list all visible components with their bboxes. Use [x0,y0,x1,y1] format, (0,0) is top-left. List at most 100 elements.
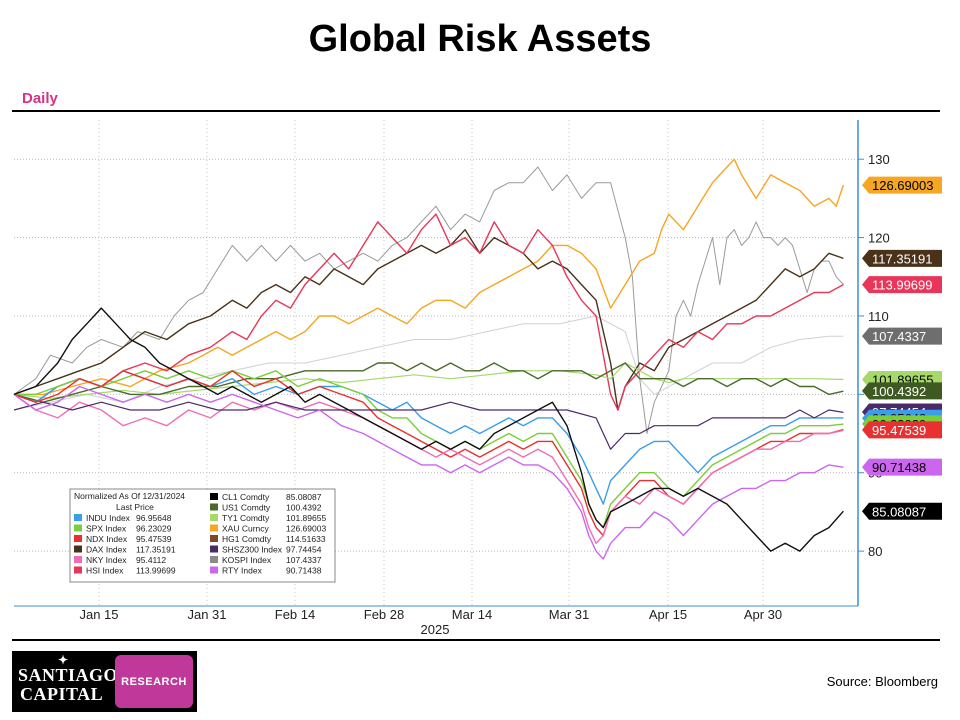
legend-swatch [74,524,82,532]
end-label-tag [862,276,942,294]
legend-value: 113.99699 [136,566,176,576]
end-value-labels: 126.69003117.35191113.99699107.4337101.8… [862,176,942,520]
legend-name: DAX Index [86,545,127,555]
legend-name: HG1 Comdty [222,534,272,544]
end-label-text: 107.4337 [872,329,926,344]
x-tick-label: Apr 30 [744,607,782,622]
series-line [13,362,844,403]
legend-swatch [74,566,82,574]
series-line [14,370,844,529]
y-tick-label: 120 [868,231,890,246]
x-tick-label: Feb 28 [364,607,404,622]
legend-value: 114.51633 [286,534,326,544]
legend-name: XAU Curncy [222,524,270,534]
legend-value: 90.71438 [286,566,322,576]
series-line [13,213,844,411]
logo-star-icon: ✦ [58,653,69,667]
legend-value: 107.4337 [286,555,322,565]
series-lines [13,158,845,560]
legend-swatch [74,545,82,553]
legend-value: 95.4112 [136,555,166,565]
series-line [13,315,844,411]
end-label-tag [862,176,942,194]
end-label-text: 113.99699 [872,278,933,293]
line-chart: Jan 15 Jan 31 Feb 14 Feb 28 Mar 14 Mar 31 Apr … [13,120,942,637]
legend-swatch [210,503,218,511]
y-tick-label: 80 [868,544,882,559]
series-line [14,158,845,396]
legend-subheader: Last Price [116,502,154,512]
end-label-tag [862,327,942,345]
legend-swatch [210,524,218,532]
legend-name: SPX Index [86,524,127,534]
legend-value: 85.08087 [286,492,322,502]
legend-value: 96.23029 [136,524,172,534]
legend-value: 97.74454 [286,545,322,555]
legend-name: INDU Index [86,513,131,523]
end-label-tag [862,249,942,267]
x-axis: Jan 15 Jan 31 Feb 14 Feb 28 Mar 14 Mar 31 Apr … [14,605,858,622]
legend-value: 100.4392 [286,503,322,513]
legend-swatch [210,493,218,500]
legend-swatch [74,514,82,521]
x-axis-label: 2025 [421,622,450,637]
legend-name: US1 Comdty [222,503,271,513]
legend-name: TY1 Comdty [222,513,270,523]
x-tick-label: Mar 31 [549,607,589,622]
end-label-text: 117.35191 [872,251,933,266]
logo-line2: CAPITAL [20,684,104,704]
legend-value: 117.35191 [136,545,176,555]
y-tick-label: 130 [868,152,890,167]
series-line [13,307,844,552]
logo-line1: SANTIAGO [18,665,119,685]
end-label-text: 95.47539 [872,423,926,438]
santiago-capital-logo: ✦ SANTIAGO CAPITAL RESEARCH [12,651,197,712]
legend-swatch [74,556,82,563]
page-title: Global Risk Assets [308,18,652,60]
frequency-label: Daily [22,90,58,107]
legend-value: 101.89655 [286,513,326,523]
legend-swatch [210,535,218,542]
bottom-rule [12,639,940,641]
end-label-tag [862,502,942,520]
y-tick-label: 110 [868,309,889,324]
legend-value: 96.95648 [136,513,172,523]
end-label-tag [862,458,942,476]
top-rule [12,110,940,112]
series-line [13,229,844,411]
x-tick-label: Apr 15 [649,607,687,622]
legend-name: KOSPI Index [222,555,272,565]
series-line [13,362,844,399]
legend-swatch [74,535,82,542]
legend-swatch [210,556,218,563]
legend-name: CL1 Comdty [222,492,270,502]
legend-name: NDX Index [86,534,128,544]
legend-swatch [210,545,218,553]
legend-name: HSI Index [86,566,124,576]
x-tick-label: Feb 14 [275,607,315,622]
end-label-text: 85.08087 [872,504,926,519]
end-label-tag [862,421,942,439]
legend-swatch [210,514,218,521]
end-label-text: 100.4392 [872,384,926,399]
x-tick-label: Jan 15 [79,607,118,622]
x-tick-label: Mar 14 [452,607,492,622]
series-line [13,393,844,544]
logo-research-tag: RESEARCH [115,655,193,708]
legend-value: 126.69003 [286,524,326,534]
legend-name: RTY Index [222,566,263,576]
legend-value: 95.47539 [136,534,172,544]
series-line [13,401,844,450]
source-note: Source: Bloomberg [826,674,938,689]
end-label-text: 90.71438 [872,460,926,475]
series-line [13,166,844,434]
x-tick-label: Jan 31 [187,607,226,622]
legend-name: SHSZ300 Index [222,545,283,555]
legend-name: NKY Index [86,555,127,565]
logo-wordmark: ✦ SANTIAGO CAPITAL [12,651,118,712]
legend-header: Normalized As Of 12/31/2024 [74,491,185,501]
end-label-tag [862,382,942,400]
legend-swatch [210,566,218,574]
end-label-text: 126.69003 [872,178,933,193]
